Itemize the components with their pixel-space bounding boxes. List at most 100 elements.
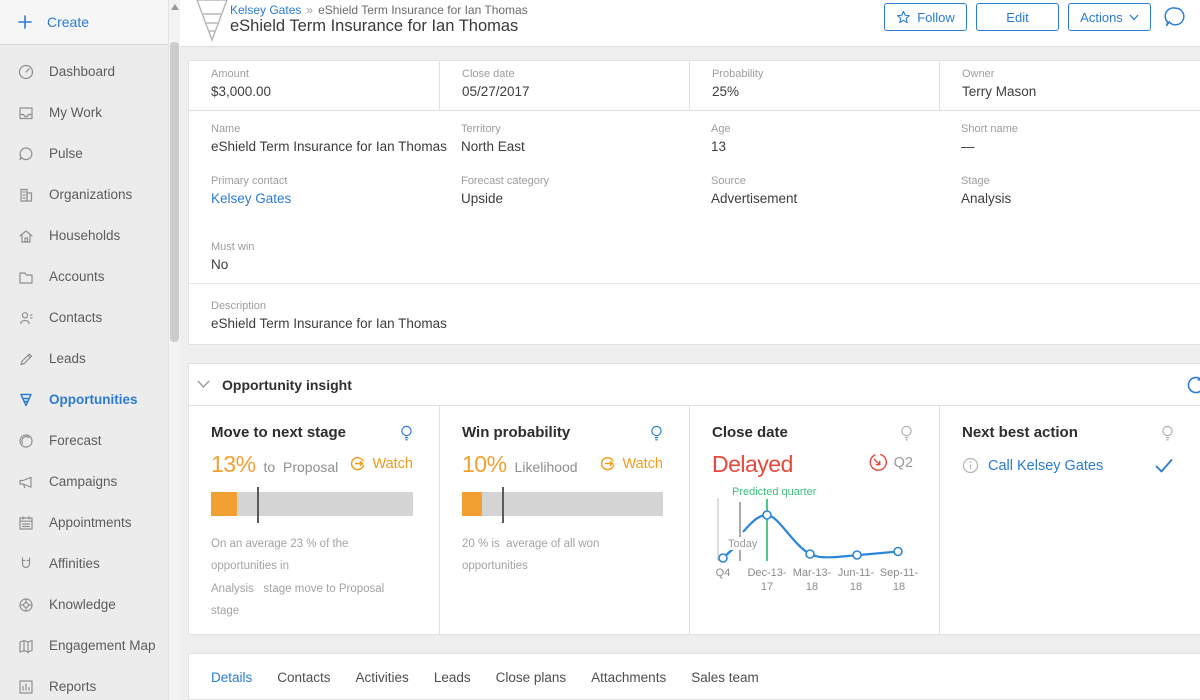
edit-button[interactable]: Edit	[976, 3, 1059, 31]
watch-button[interactable]: Watch	[349, 455, 413, 472]
sidebar-item-opportunities[interactable]: Opportunities	[0, 379, 168, 420]
tab-contacts[interactable]: Contacts	[277, 670, 331, 685]
chevron-down-icon	[1129, 14, 1139, 21]
breadcrumb-parent-link[interactable]: Kelsey Gates	[230, 3, 302, 17]
insight-title: Opportunity insight	[222, 376, 352, 393]
sidebar-item-accounts[interactable]: Accounts	[0, 256, 168, 297]
house-icon	[17, 227, 35, 245]
sidebar-item-my-work[interactable]: My Work	[0, 92, 168, 133]
sidebar-item-engagement-map[interactable]: Engagement Map	[0, 625, 168, 666]
stage-move-target: to Proposal	[263, 459, 339, 475]
field-value: $3,000.00	[211, 84, 272, 99]
sidebar-item-reports[interactable]: Reports	[0, 666, 168, 700]
sidebar-item-households[interactable]: Households	[0, 215, 168, 256]
stage-progress-fill	[211, 492, 238, 516]
quarter-label: Q2	[893, 454, 913, 471]
sidebar-item-label: Pulse	[49, 146, 83, 161]
sidebar-item-organizations[interactable]: Organizations	[0, 174, 168, 215]
tab-close-plans[interactable]: Close plans	[495, 670, 567, 685]
field-value: Terry Mason	[962, 84, 1037, 99]
sidebar-item-contacts[interactable]: Contacts	[0, 297, 168, 338]
actions-button[interactable]: Actions	[1068, 3, 1151, 31]
watch-icon	[599, 455, 616, 472]
field-description: Description eShield Term Insurance for I…	[189, 284, 1200, 331]
sidebar-item-leads[interactable]: Leads	[0, 338, 168, 379]
stage-progress-bar	[211, 487, 413, 523]
create-button[interactable]: Create	[0, 0, 168, 45]
lightbulb-icon[interactable]	[400, 425, 413, 442]
field-value: North East	[461, 139, 525, 154]
calendar-icon	[17, 514, 35, 532]
field-label: Owner	[962, 68, 995, 80]
description-divider	[189, 283, 1200, 284]
field-label: Forecast category	[461, 175, 550, 187]
sidebar-scrollbar[interactable]	[168, 0, 180, 700]
watch-button[interactable]: Watch	[599, 455, 663, 472]
sidebar-item-forecast[interactable]: Forecast	[0, 420, 168, 461]
insight-header: Opportunity insight	[189, 364, 1200, 406]
next-action-link[interactable]: Call Kelsey Gates	[988, 457, 1104, 474]
watch-label: Watch	[372, 455, 413, 472]
edit-label: Edit	[1006, 9, 1029, 25]
follow-label: Follow	[917, 9, 955, 25]
sidebar-item-pulse[interactable]: Pulse	[0, 133, 168, 174]
opportunity-funnel-icon	[194, 0, 230, 49]
tick-label: 18	[893, 581, 905, 593]
refresh-icon[interactable]	[1184, 373, 1200, 397]
insight-cards: Move to next stage 13% to Proposal Watch…	[189, 406, 1200, 635]
header-actions: Follow Edit Actions	[884, 3, 1188, 31]
collapse-chevron-icon[interactable]	[197, 380, 210, 389]
scrollbar-up-arrow-icon[interactable]	[171, 4, 179, 10]
inbox-icon	[17, 104, 35, 122]
field-value: —	[961, 139, 975, 154]
info-icon[interactable]	[962, 457, 979, 474]
win-average-marker	[502, 487, 505, 523]
field-must-win: Must win No	[189, 241, 1200, 281]
sidebar-item-knowledge[interactable]: Knowledge	[0, 584, 168, 625]
lightbulb-icon[interactable]	[650, 425, 663, 442]
tab-activities[interactable]: Activities	[355, 670, 409, 685]
field-probability: Probability 25%	[689, 61, 939, 110]
page-header: Kelsey Gates» eShield Term Insurance for …	[180, 0, 1200, 47]
tab-sales-team[interactable]: Sales team	[691, 670, 759, 685]
sidebar-item-dashboard[interactable]: Dashboard	[0, 51, 168, 92]
lightbulb-icon[interactable]	[1161, 425, 1174, 442]
actions-label: Actions	[1080, 9, 1123, 25]
scrollbar-thumb[interactable]	[170, 42, 179, 342]
checkmark-icon[interactable]	[1154, 458, 1174, 474]
chat-bubble-icon[interactable]	[1163, 5, 1188, 30]
card-title: Next best action	[962, 424, 1078, 441]
tab-leads[interactable]: Leads	[433, 670, 471, 685]
speech-bubble-icon	[17, 145, 35, 163]
create-label: Create	[47, 14, 90, 30]
lightbulb-icon[interactable]	[900, 425, 913, 442]
tab-details[interactable]: Details	[211, 670, 253, 685]
field-label: Stage	[961, 175, 990, 187]
field-stage: Stage Analysis	[939, 175, 1200, 215]
close-date-status: Delayed	[712, 451, 793, 477]
primary-contact-link[interactable]: Kelsey Gates	[211, 191, 292, 206]
field-label: Probability	[712, 68, 764, 80]
field-value: 13	[711, 139, 727, 154]
stage-caption: On an average 23 % of the opportunities …	[211, 538, 385, 618]
pie-icon	[17, 432, 35, 450]
tick-label: Jun-11-	[838, 567, 875, 579]
field-owner: Owner Terry Mason	[939, 61, 1200, 110]
predicted-quarter-label: Predicted quarter	[732, 486, 817, 498]
sidebar-item-campaigns[interactable]: Campaigns	[0, 461, 168, 502]
tab-attachments[interactable]: Attachments	[591, 670, 667, 685]
follow-button[interactable]: Follow	[884, 3, 967, 31]
card-title: Close date	[712, 424, 788, 441]
sidebar-item-appointments[interactable]: Appointments	[0, 502, 168, 543]
sidebar-item-affinities[interactable]: Affinities	[0, 543, 168, 584]
sidebar-item-label: My Work	[49, 105, 102, 120]
field-age: Age 13	[689, 123, 939, 163]
field-label: Must win	[211, 241, 255, 253]
field-forecast-category: Forecast category Upside	[439, 175, 689, 215]
watch-icon	[349, 455, 366, 472]
plus-icon	[17, 14, 33, 30]
field-label: Short name	[961, 123, 1018, 135]
field-short-name: Short name —	[939, 123, 1200, 163]
sidebar-item-label: Contacts	[49, 310, 103, 325]
building-icon	[17, 186, 35, 204]
